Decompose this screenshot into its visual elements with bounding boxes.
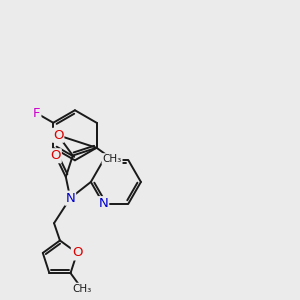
Text: CH₃: CH₃ (72, 284, 92, 294)
Text: O: O (72, 246, 82, 260)
Text: CH₃: CH₃ (103, 154, 122, 164)
Text: O: O (53, 129, 63, 142)
Text: N: N (98, 197, 108, 210)
Text: O: O (50, 149, 61, 162)
Text: N: N (65, 192, 75, 205)
Text: F: F (33, 107, 40, 120)
